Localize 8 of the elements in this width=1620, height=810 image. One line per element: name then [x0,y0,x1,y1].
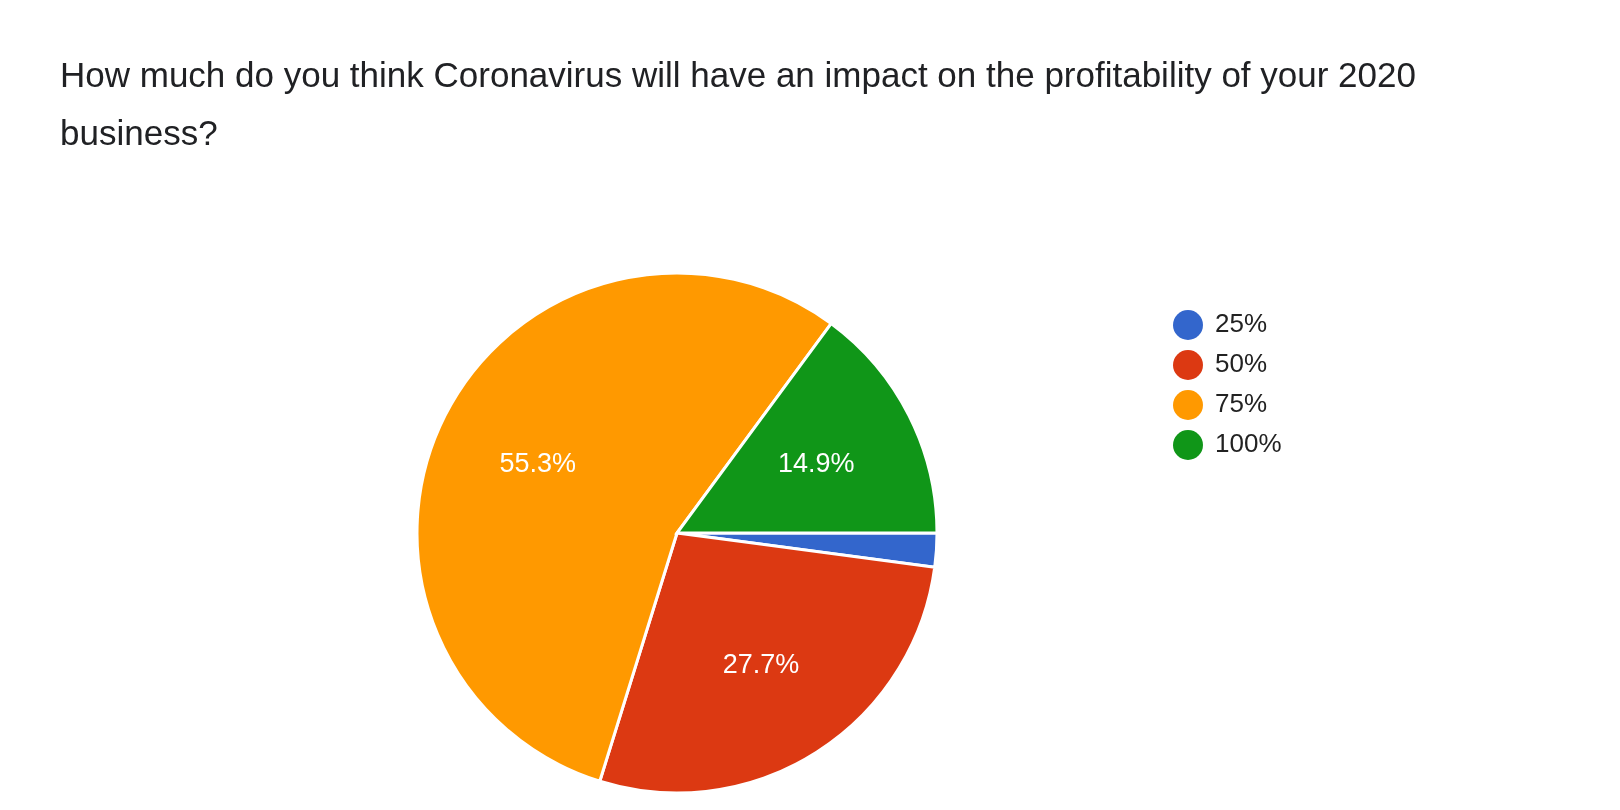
legend-label: 25% [1215,308,1268,338]
legend-label: 75% [1215,388,1268,418]
chart-title: How much do you think Coronavirus will have an impact on the profitability of your 2020 business? [60,54,1417,154]
legend-label: 50% [1215,348,1268,378]
data-label: 27.7% [722,649,800,680]
data-label: 55.3% [499,447,577,478]
legend-label: 100% [1215,428,1282,458]
data-label: 14.9% [777,447,855,478]
